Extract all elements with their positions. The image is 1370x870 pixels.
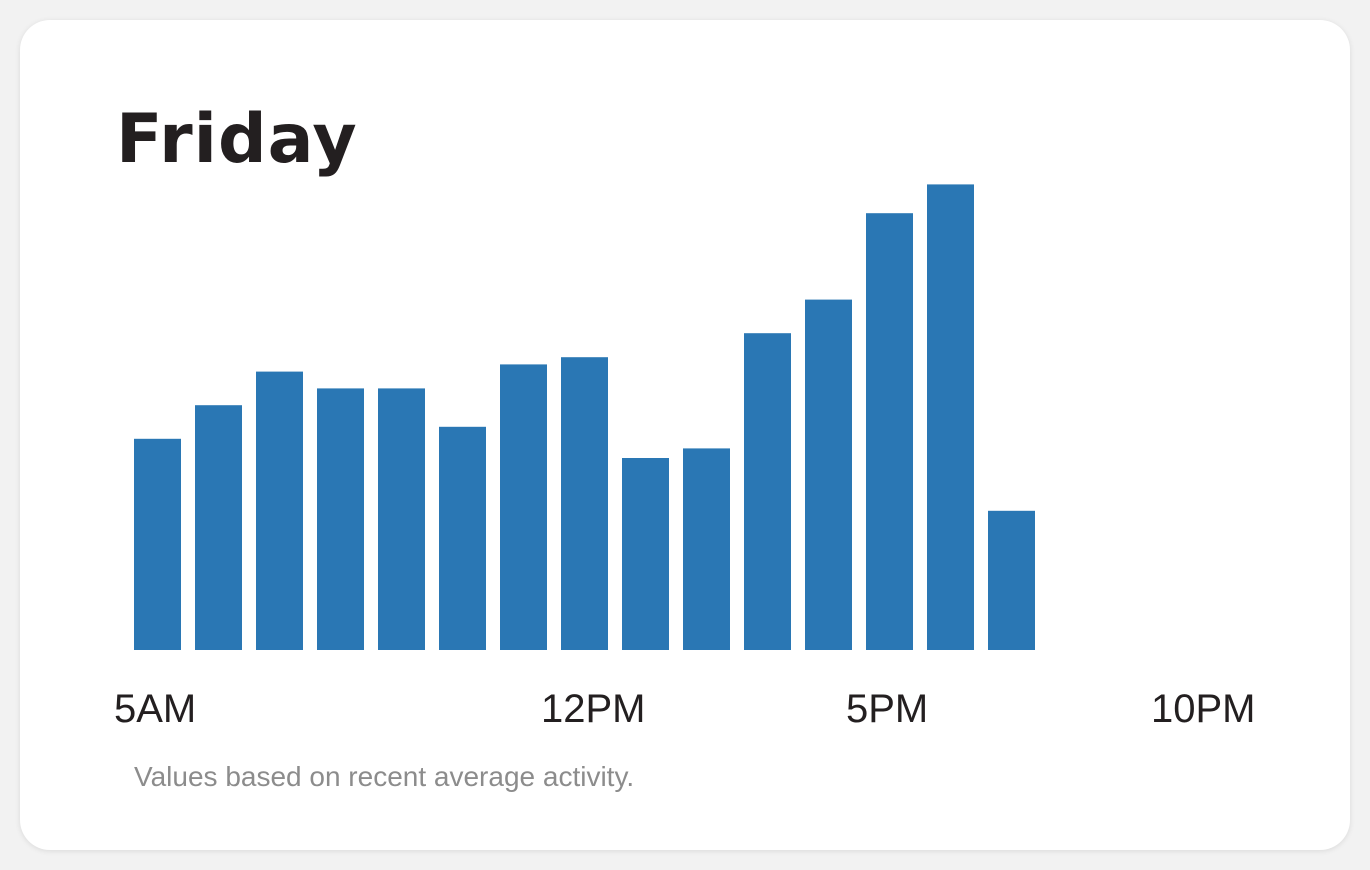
bar-hour-10: [439, 426, 486, 650]
popular-times-card: Friday 5AM 12PM 5PM 10PM Values based on re…: [20, 20, 1350, 850]
bar-hour-15: [744, 333, 791, 650]
x-tick-label: 5AM: [114, 687, 196, 731]
bar-hour-6: [195, 405, 242, 650]
bar-hour-13: [622, 458, 669, 650]
bar-hour-18: [927, 184, 974, 650]
x-tick-label: 5PM: [846, 687, 928, 731]
bar-hour-17: [866, 213, 913, 650]
bar-hour-14: [683, 448, 730, 650]
chart-caption: Values based on recent average activity.: [134, 761, 635, 792]
bar-hour-16: [805, 299, 852, 650]
bar-hour-8: [317, 388, 364, 650]
x-tick-label: 10PM: [1151, 687, 1256, 731]
bar-hour-19: [988, 510, 1035, 650]
bar-hour-7: [256, 371, 303, 650]
bar-hour-12: [561, 357, 608, 650]
x-axis-ticks: 5AM 12PM 5PM 10PM: [114, 687, 1256, 731]
bar-hour-5: [134, 438, 181, 650]
chart-title: Friday: [116, 100, 358, 179]
bar-hour-9: [378, 388, 425, 650]
x-tick-label: 12PM: [541, 687, 646, 731]
bar-series: [134, 184, 1035, 650]
bar-chart: 5AM 12PM 5PM 10PM: [114, 184, 1256, 731]
bar-hour-11: [500, 364, 547, 650]
